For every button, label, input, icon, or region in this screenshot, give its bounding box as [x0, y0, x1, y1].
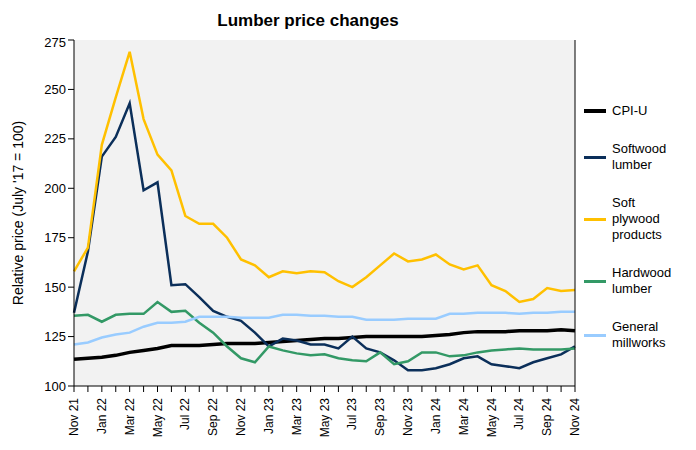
svg-text:Nov 24: Nov 24: [568, 398, 582, 436]
svg-text:May 24: May 24: [485, 398, 499, 438]
svg-text:Jul 24: Jul 24: [512, 398, 526, 430]
svg-text:Sep 23: Sep 23: [373, 398, 387, 436]
html-text:CPI-U: CPI-U: [612, 103, 648, 118]
html-text:Hardwood lumber: Hardwood lumber: [612, 265, 672, 296]
svg-text:Mar 22: Mar 22: [123, 398, 137, 436]
svg-text:225: 225: [44, 131, 66, 146]
svg-text:Jul 23: Jul 23: [345, 398, 359, 430]
html-text:Softwood lumber: Softwood lumber: [612, 141, 667, 172]
svg-text:150: 150: [44, 280, 66, 295]
svg-text:100: 100: [44, 379, 66, 394]
svg-text:Jul 22: Jul 22: [178, 398, 192, 430]
svg-text:Mar 24: Mar 24: [457, 398, 471, 436]
svg-text:275: 275: [44, 35, 66, 50]
svg-text:Jan 23: Jan 23: [262, 398, 276, 434]
svg-text:Jan 24: Jan 24: [429, 398, 443, 434]
svg-text:250: 250: [44, 82, 66, 97]
html-text:Soft plywood products: Soft plywood products: [612, 195, 662, 242]
svg-text:May 22: May 22: [151, 398, 165, 438]
svg-text:Sep 24: Sep 24: [540, 398, 554, 436]
svg-text:May 23: May 23: [318, 398, 332, 438]
svg-text:200: 200: [44, 181, 66, 196]
html-text:Lumber price changes: Lumber price changes: [217, 11, 399, 30]
svg-text:125: 125: [44, 329, 66, 344]
svg-text:175: 175: [44, 230, 66, 245]
svg-text:Nov 21: Nov 21: [67, 398, 81, 436]
svg-text:Mar 23: Mar 23: [290, 398, 304, 436]
svg-text:Sep 22: Sep 22: [206, 398, 220, 436]
svg-text:Nov 22: Nov 22: [234, 398, 248, 436]
svg-text:Nov 23: Nov 23: [401, 398, 415, 436]
svg-text:Jan 22: Jan 22: [95, 398, 109, 434]
html-text:General millworks: General millworks: [612, 319, 666, 350]
svg-text:Relative price (July '17 = 100: Relative price (July '17 = 100): [10, 121, 26, 305]
